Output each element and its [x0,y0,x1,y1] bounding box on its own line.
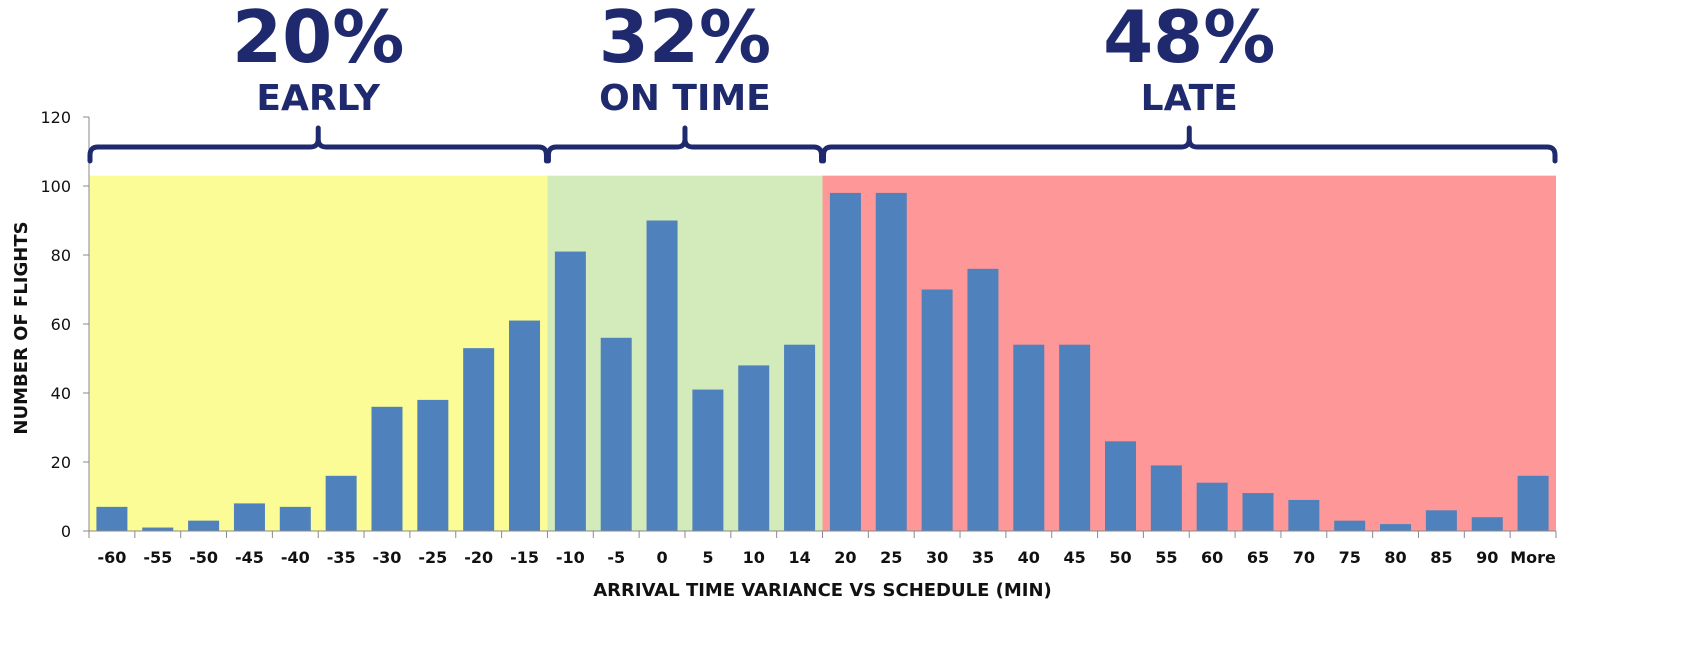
zone-labels: 20%EARLY 32%ON TIME 48%LATE [232,0,1275,119]
zone-label: LATE [1141,78,1238,119]
bar--5 [600,337,632,531]
x-tick-label: 60 [1201,548,1223,567]
y-tick-label: 80 [51,246,71,265]
bar--60 [96,506,128,531]
bar-20 [829,192,861,531]
zone-backgrounds [89,175,1556,531]
zone-label: ON TIME [599,78,771,119]
x-tick-label: 5 [702,548,713,567]
x-tick-label: 55 [1155,548,1177,567]
x-tick-label: More [1510,548,1556,567]
bar-14 [784,344,816,531]
bar--30 [371,406,403,531]
zone-band-on-time [547,175,823,531]
zone-percent: 32% [599,0,771,79]
zone-label: EARLY [256,78,381,119]
bar--20 [463,348,495,531]
bar--55 [142,527,174,531]
x-tick-label: -15 [510,548,539,567]
bar-0 [646,220,678,531]
x-tick-label: 75 [1339,548,1361,567]
zone-braces [87,125,1558,164]
bar--10 [554,251,586,532]
x-axis-title: ARRIVAL TIME VARIANCE VS SCHEDULE (MIN) [593,580,1052,601]
x-tick-label: -5 [607,548,625,567]
x-tick-label: -25 [418,548,447,567]
x-tick-label: 10 [743,548,765,567]
bar--40 [279,506,311,531]
x-tick-label: 30 [926,548,948,567]
x-tick-label: 50 [1109,548,1131,567]
bar--15 [509,320,541,531]
bar-60 [1196,482,1228,531]
x-tick-label: 65 [1247,548,1269,567]
x-tick-label: 85 [1430,548,1452,567]
x-tick-label: 0 [656,548,667,567]
x-tick-label: 25 [880,548,902,567]
x-tick-label: -50 [189,548,218,567]
y-tick-label: 100 [40,177,71,196]
bar-40 [1013,344,1045,531]
x-tick-label: 14 [788,548,810,567]
bar--35 [325,475,357,531]
bar-85 [1425,510,1457,531]
zone-percent: 48% [1103,0,1275,79]
bar--50 [188,520,220,531]
x-tick-label: 35 [972,548,994,567]
bar-90 [1471,517,1503,531]
y-tick-label: 0 [61,522,71,541]
bar-45 [1059,344,1091,531]
bar-55 [1150,465,1182,531]
brace-on-time [545,125,824,164]
bar-80 [1380,524,1412,531]
bar-65 [1242,493,1274,531]
y-tick-label: 20 [51,453,71,472]
bar--45 [233,503,265,531]
x-tick-label: -60 [97,548,126,567]
x-tick-label: -55 [143,548,172,567]
bar-70 [1288,499,1320,531]
x-tick-label: -40 [281,548,310,567]
bar-30 [921,289,953,531]
y-tick-label: 60 [51,315,71,334]
x-tick-label: -45 [235,548,264,567]
x-tick-label: 45 [1064,548,1086,567]
x-tick-label: -30 [373,548,402,567]
bar-25 [875,192,907,531]
bar-5 [692,389,724,531]
x-tick-label: -35 [327,548,356,567]
bar-50 [1104,441,1136,531]
x-tick-label: 70 [1293,548,1315,567]
x-tick-label: -10 [556,548,585,567]
bar-10 [738,365,770,531]
zone-percent: 20% [232,0,404,79]
bar-75 [1334,520,1366,531]
x-tick-label: 80 [1384,548,1406,567]
bars [96,192,1549,532]
y-tick-label: 40 [51,384,71,403]
x-tick-label: -20 [464,548,493,567]
brace-late [821,125,1558,164]
x-tick-label: 90 [1476,548,1498,567]
x-tick-label: 40 [1018,548,1040,567]
bar-More [1517,475,1549,531]
bar-35 [967,268,999,531]
bar--25 [417,399,449,531]
y-tick-label: 120 [40,108,71,127]
y-axis-title: NUMBER OF FLIGHTS [11,221,32,434]
brace-early [87,125,549,164]
x-tick-label: 20 [834,548,856,567]
